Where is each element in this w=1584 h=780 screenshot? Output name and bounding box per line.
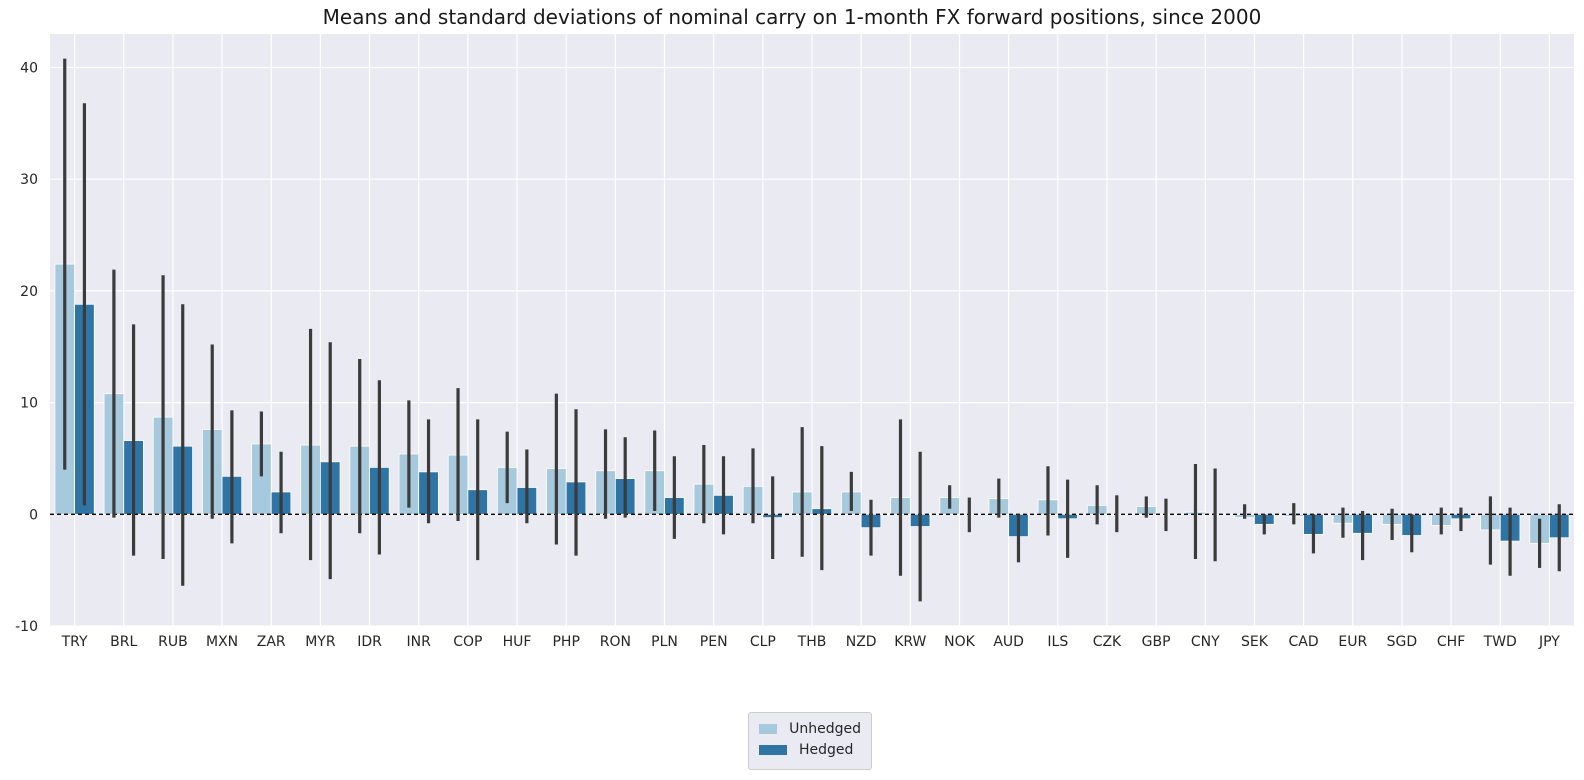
x-tick-label: AUD	[993, 634, 1024, 650]
x-tick-label: HUF	[503, 634, 532, 650]
x-tick-label: MXN	[206, 634, 238, 650]
x-tick-label: THB	[797, 634, 827, 650]
legend-item-hedged: Hedged	[759, 739, 861, 760]
legend-label-hedged: Hedged	[799, 741, 854, 758]
x-tick-label: CLP	[750, 634, 776, 650]
x-tick-label: JPY	[1538, 634, 1560, 650]
x-tick-label: PHP	[552, 634, 579, 650]
legend-swatch-unhedged	[759, 723, 778, 734]
x-tick-label: CAD	[1289, 634, 1319, 650]
x-tick-label: SGD	[1387, 634, 1418, 650]
x-tick-label: SEK	[1241, 634, 1269, 650]
x-tick-label: IDR	[357, 634, 382, 650]
x-tick-label: NOK	[944, 634, 975, 650]
legend-item-unhedged: Unhedged	[759, 718, 861, 739]
chart-title: Means and standard deviations of nominal…	[322, 5, 1262, 29]
x-tick-label: KRW	[894, 634, 926, 650]
x-tick-label: RON	[600, 634, 631, 650]
x-tick-label: EUR	[1338, 634, 1367, 650]
x-tick-label: TWD	[1483, 634, 1517, 650]
y-tick-label: 0	[29, 507, 38, 523]
x-tick-label: PEN	[700, 634, 728, 650]
tick-labels: -10 0 10 20 30 40 TRY BRL RUB MXN ZAR MYR IDR INR COP H…	[15, 61, 1560, 650]
x-tick-label: COP	[453, 634, 482, 650]
x-tick-label: NZD	[846, 634, 877, 650]
x-tick-label: MYR	[305, 634, 336, 650]
y-tick-label: 20	[20, 284, 38, 300]
y-tick-label: -10	[15, 619, 38, 635]
x-tick-label: CNY	[1191, 634, 1220, 650]
x-tick-label: INR	[407, 634, 432, 650]
y-tick-label: 10	[20, 396, 38, 412]
x-tick-label: ILS	[1047, 634, 1068, 650]
legend-swatch-hedged	[759, 744, 787, 755]
error-bars	[63, 58, 1561, 602]
legend-label-unhedged: Unhedged	[789, 720, 861, 737]
y-tick-label: 30	[20, 172, 38, 188]
legend: Unhedged Hedged	[748, 712, 872, 770]
x-tick-label: RUB	[158, 634, 188, 650]
x-tick-label: TRY	[61, 634, 88, 650]
x-tick-label: BRL	[110, 634, 137, 650]
x-tick-label: CZK	[1093, 634, 1122, 650]
x-tick-label: PLN	[651, 634, 678, 650]
y-tick-label: 40	[20, 61, 38, 77]
x-tick-label: ZAR	[257, 634, 286, 650]
x-tick-label: CHF	[1437, 634, 1465, 650]
x-tick-label: GBP	[1142, 634, 1171, 650]
